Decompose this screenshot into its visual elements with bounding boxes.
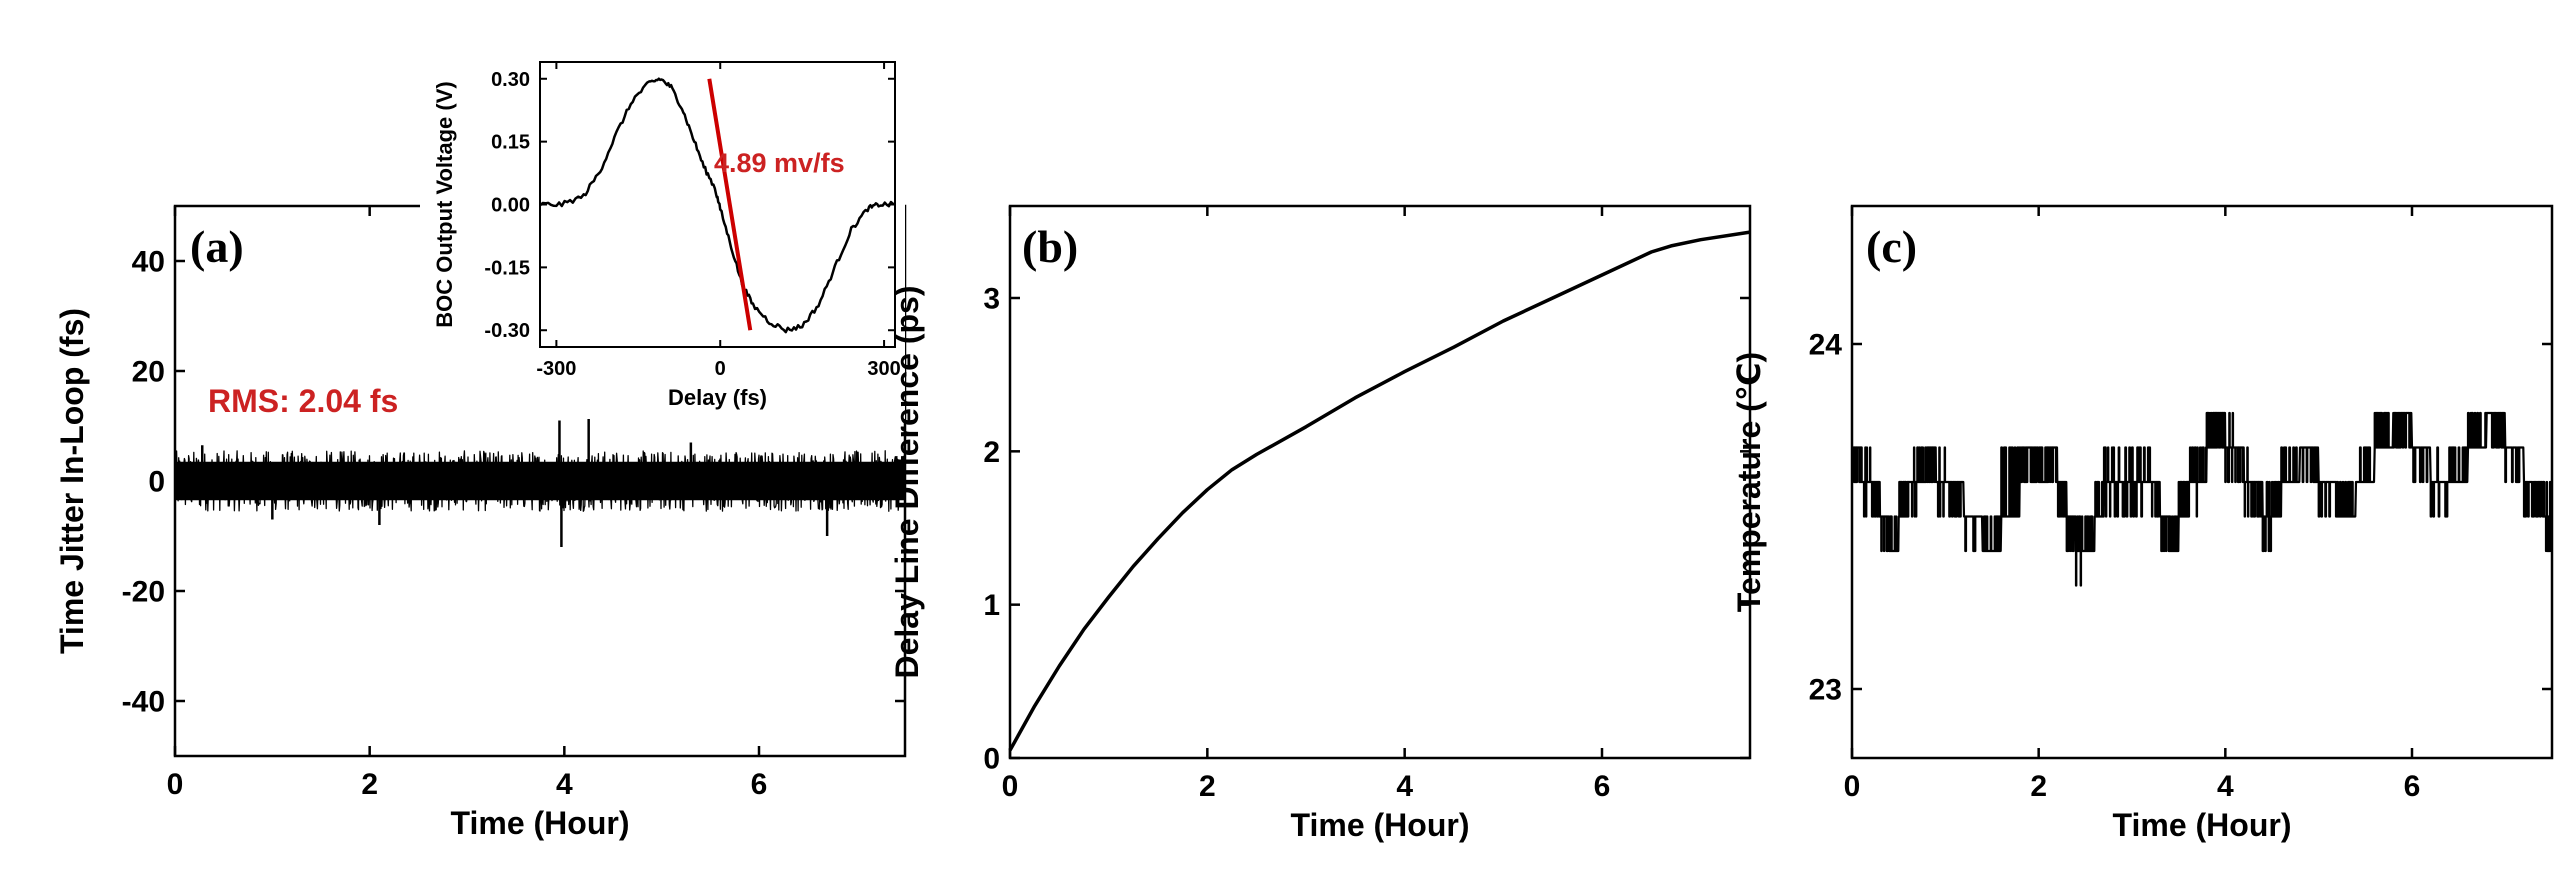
x-tick-label: 6 — [2404, 770, 2421, 803]
y-tick-label: 23 — [1809, 674, 1842, 707]
y-axis-label: Delay Line Difference (ps) — [889, 286, 925, 679]
y-tick-label: -0.30 — [484, 320, 530, 342]
x-axis-label: Time (Hour) — [1291, 807, 1470, 843]
jitter-band-core — [176, 461, 904, 501]
slope-fit-line — [707, 78, 753, 331]
x-tick-label: 4 — [1396, 770, 1413, 803]
y-tick-label: -40 — [122, 686, 165, 719]
y-tick-label: 40 — [132, 246, 165, 279]
y-axis-label: Temperature (℃) — [1731, 352, 1767, 612]
x-tick-label: 4 — [556, 768, 573, 801]
delay-line-curve — [1008, 230, 1751, 752]
x-axis-label: Time (Hour) — [451, 805, 630, 841]
x-tick-label: 300 — [867, 358, 900, 380]
x-tick-label: 2 — [361, 768, 378, 801]
y-tick-label: 0 — [148, 466, 165, 499]
x-tick-label: 0 — [715, 358, 726, 380]
x-tick-label: 0 — [1002, 770, 1019, 803]
inset-boc: -300 0 300 -0.30 -0.15 0.00 0.15 0.30 Delay (fs)… — [420, 54, 905, 419]
x-tick-label: 0 — [1844, 770, 1861, 803]
panel-label-b: (b) — [1022, 221, 1078, 272]
x-tick-label: 6 — [1594, 770, 1611, 803]
x-tick-label: 4 — [2217, 770, 2234, 803]
y-tick-label: -0.15 — [484, 257, 530, 279]
x-axis-label: Delay (fs) — [668, 385, 767, 410]
y-tick-label: 20 — [132, 356, 165, 389]
y-tick-label: 2 — [983, 436, 1000, 469]
panel-a: 0 2 4 6 -40 -20 0 20 40 Time (Hour) Time Jitter In… — [54, 54, 907, 841]
y-axis-label: BOC Output Voltage (V) — [432, 81, 457, 327]
y-axis-label: Time Jitter In-Loop (fs) — [54, 308, 90, 654]
rms-annotation: RMS: 2.04 fs — [208, 383, 398, 419]
temperature-trace — [1851, 411, 2553, 587]
y-tick-label: 0 — [983, 743, 1000, 776]
x-tick-label: 6 — [751, 768, 768, 801]
x-tick-label: 2 — [1199, 770, 1216, 803]
x-tick-label: -300 — [536, 358, 576, 380]
panel-label-c: (c) — [1866, 221, 1917, 272]
panel-b: 0 2 4 6 0 1 2 3 Time (Hour) Delay Line Difference… — [889, 204, 1752, 843]
panel-label-a: (a) — [190, 221, 244, 272]
y-tick-label: 0.15 — [491, 132, 530, 154]
y-tick-label: 0.30 — [491, 69, 530, 91]
x-tick-label: 0 — [167, 768, 184, 801]
plot-frame — [1008, 204, 1752, 760]
inset-background — [420, 54, 905, 419]
boc-trace — [539, 77, 896, 334]
x-tick-label: 2 — [2030, 770, 2047, 803]
y-tick-label: -20 — [122, 576, 165, 609]
y-tick-label: 3 — [983, 283, 1000, 316]
y-tick-label: 1 — [983, 589, 1000, 622]
y-tick-label: 0.00 — [491, 195, 530, 217]
x-axis-label: Time (Hour) — [2113, 807, 2292, 843]
y-tick-label: 24 — [1809, 329, 1843, 362]
slope-annotation: 4.89 mv/fs — [714, 148, 845, 178]
